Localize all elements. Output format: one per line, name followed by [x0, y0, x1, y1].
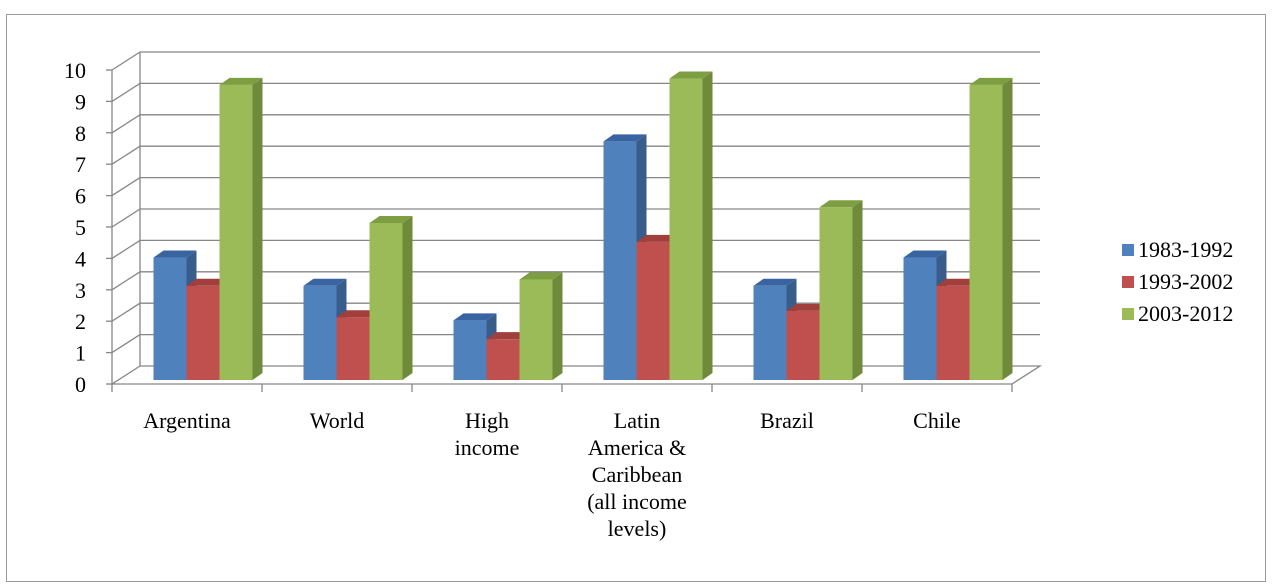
y-tick-label: 1 [75, 341, 86, 366]
y-tick-label: 8 [75, 121, 86, 146]
gridline-diag [111, 334, 141, 354]
axes [106, 52, 1043, 392]
bar-0-series-1 [153, 257, 187, 380]
bar-top-2-series-3 [519, 272, 563, 280]
bar-side-5-series-3 [1002, 77, 1013, 380]
x-tick-label: Latin America & Caribbean (all income levels… [587, 408, 687, 541]
bar-top-4-series-2 [786, 303, 830, 311]
bar-top-5-series-2 [936, 278, 980, 286]
bar-3-series-3 [669, 78, 703, 380]
bar-top-5-series-1 [903, 250, 947, 258]
bar-side-2-series-3 [552, 272, 563, 380]
legend-item-series-3: 2003-2012 [1122, 300, 1233, 332]
y-tick-label: 9 [75, 89, 86, 114]
bar-side-4-series-3 [852, 200, 863, 380]
bar-2-series-2 [486, 339, 520, 380]
legend-label-series-2: 1993-2002 [1138, 269, 1234, 294]
bar-side-0-series-3 [252, 77, 263, 380]
x-tick-label: High income [455, 408, 520, 460]
bar-top-0-series-1 [153, 250, 197, 258]
y-tick-label: 7 [75, 152, 86, 177]
bar-top-5-series-3 [969, 77, 1013, 85]
bar-5-series-2 [936, 285, 970, 380]
gridline-diag [111, 51, 141, 71]
bars [153, 71, 1013, 380]
bar-4-series-3 [819, 207, 853, 380]
gridline-diag [111, 114, 141, 134]
bar-top-3-series-1 [603, 134, 647, 142]
bar-top-4-series-1 [753, 278, 797, 286]
bar-0-series-2 [186, 285, 220, 380]
gridline-diag [111, 208, 141, 228]
bar-top-1-series-3 [369, 216, 413, 223]
gridline-diag [111, 271, 141, 291]
bar-top-3-series-2 [636, 234, 680, 242]
y-tick-label: 5 [75, 215, 86, 240]
legend-swatch-series-1 [1122, 243, 1134, 256]
legend-swatch-series-2 [1122, 275, 1134, 288]
y-tick-label: 0 [75, 372, 86, 397]
bar-side-1-series-3 [402, 216, 413, 380]
gridlines [111, 51, 1040, 354]
bar-2-series-3 [519, 279, 553, 380]
bar-4-series-2 [786, 310, 820, 380]
bar-1-series-1 [303, 285, 337, 380]
bar-0-series-3 [219, 84, 253, 380]
bar-1-series-3 [369, 223, 403, 380]
bar-top-2-series-2 [486, 332, 530, 340]
y-tick-label: 4 [75, 246, 86, 271]
bar-top-4-series-3 [819, 200, 863, 208]
x-tick-label: Brazil [760, 408, 814, 433]
gridline-diag [111, 145, 141, 165]
gridline-diag [111, 177, 141, 197]
legend-item-series-1: 1983-1992 [1122, 236, 1233, 268]
bar-top-1-series-2 [336, 310, 380, 318]
y-tick-label: 2 [75, 309, 86, 334]
bar-top-2-series-1 [453, 313, 497, 321]
bar-5-series-3 [969, 84, 1003, 380]
bar-side-3-series-3 [702, 71, 713, 380]
bar-2-series-1 [453, 320, 487, 380]
y-tick-label: 10 [64, 58, 86, 83]
chart-frame [6, 14, 1266, 582]
x-tick-label: Argentina [143, 408, 231, 433]
gridline-diag [111, 239, 141, 259]
bar-1-series-2 [336, 317, 370, 380]
x-tick-label: World [310, 408, 364, 433]
tick-labels: 0 1 2 3 4 5 6 7 8 9 10 Argentina World High income Lati… [64, 58, 961, 541]
gridline-diag [111, 302, 141, 322]
bar-4-series-1 [753, 285, 787, 380]
bar-top-1-series-1 [303, 278, 347, 286]
legend-item-series-2: 1993-2002 [1122, 268, 1233, 300]
bar-top-0-series-2 [186, 278, 230, 286]
legend: 1983-1992 1993-2002 2003-2012 [1122, 236, 1233, 332]
bar-5-series-1 [903, 257, 937, 380]
bar-top-0-series-3 [219, 77, 263, 85]
legend-label-series-3: 2003-2012 [1138, 301, 1234, 326]
bar-3-series-1 [603, 141, 637, 380]
bar-top-3-series-3 [669, 71, 713, 79]
bar-3-series-2 [636, 241, 670, 380]
gridline-diag [111, 82, 141, 102]
y-tick-label: 6 [75, 184, 86, 209]
legend-swatch-series-3 [1122, 307, 1134, 320]
y-tick-label: 3 [75, 278, 86, 303]
legend-label-series-1: 1983-1992 [1138, 237, 1234, 262]
x-tick-label: Chile [913, 408, 961, 433]
